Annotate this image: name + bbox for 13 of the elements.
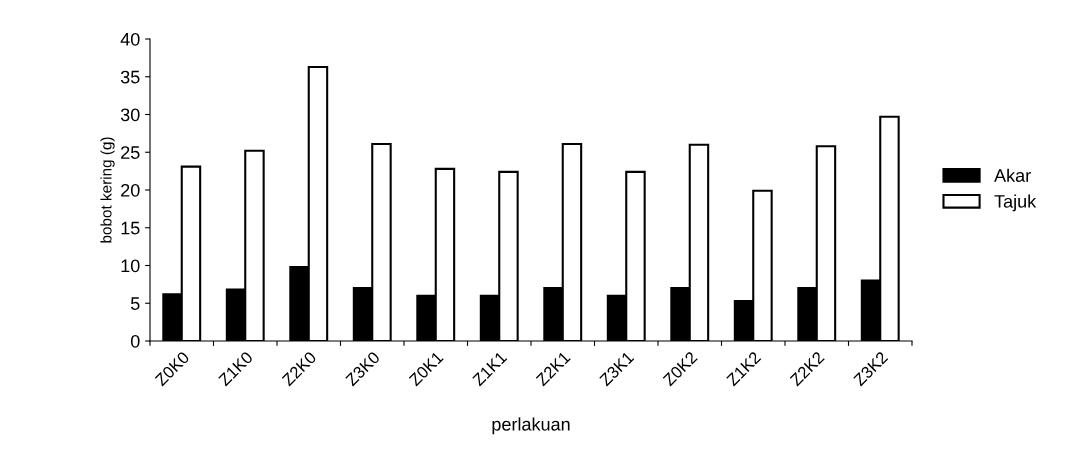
y-tick-label: 15 (121, 221, 140, 235)
y-tick-label: 30 (120, 108, 140, 122)
y-tick-label: 35 (120, 70, 140, 84)
legend-label: Akar (994, 168, 1031, 182)
y-tick-label: 0 (130, 334, 140, 348)
y-tick-label: 40 (120, 32, 140, 46)
y-tick-label: 10 (121, 259, 140, 273)
y-tick-label: 20 (121, 183, 140, 197)
legend-label: Tajuk (994, 194, 1037, 212)
y-axis-title: bobot kering (g) (100, 137, 115, 243)
y-tick-label: 5 (130, 297, 140, 310)
y-tick-label: 25 (121, 146, 140, 159)
x-axis-title: perlakuan (492, 417, 570, 435)
